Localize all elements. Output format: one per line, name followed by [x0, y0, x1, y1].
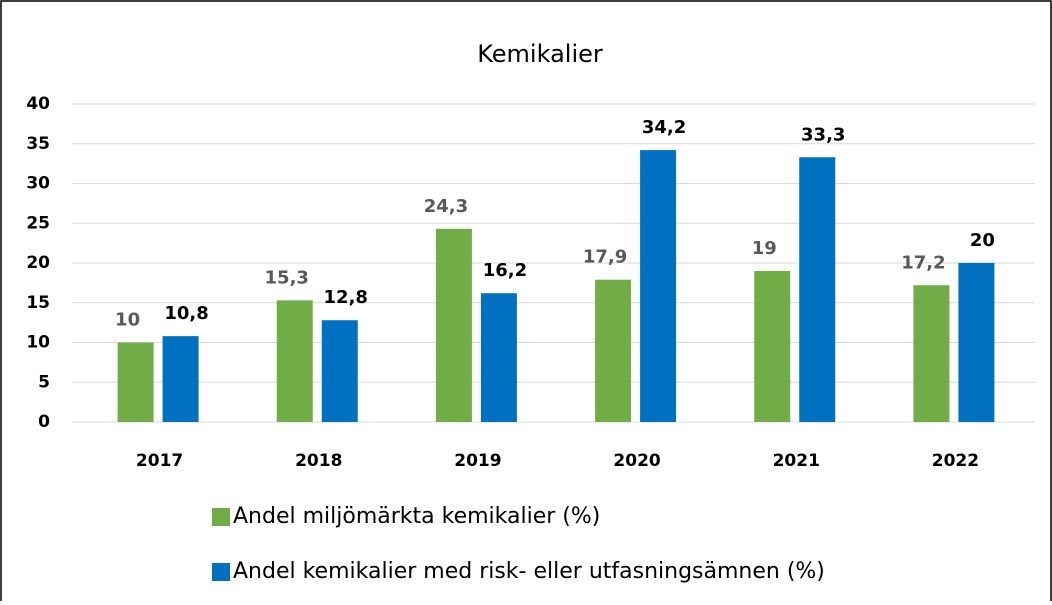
bar: [754, 270, 791, 422]
data-label: 10,8: [164, 303, 208, 324]
y-tick-label: 0: [38, 412, 50, 432]
y-tick-label: 40: [26, 94, 50, 114]
data-label: 12,8: [324, 287, 368, 308]
data-label: 20: [970, 230, 995, 251]
bar: [913, 285, 950, 422]
y-tick-label: 30: [26, 174, 50, 194]
legend-swatch: [212, 508, 230, 526]
y-tick-label: 20: [26, 253, 50, 273]
x-tick-label: 2021: [773, 451, 820, 471]
data-label: 17,2: [901, 252, 945, 273]
data-label: 33,3: [801, 124, 845, 145]
data-label: 16,2: [483, 260, 527, 281]
y-tick-label: 35: [26, 134, 50, 154]
x-tick-label: 2017: [136, 451, 183, 471]
legend-label: Andel miljömärkta kemikalier (%): [233, 504, 600, 529]
y-tick-label: 5: [38, 372, 50, 392]
data-label: 19: [752, 238, 777, 259]
data-label: 15,3: [265, 267, 309, 288]
bar: [276, 300, 313, 422]
data-label: 34,2: [642, 117, 686, 138]
bar: [640, 150, 677, 423]
y-tick-label: 10: [26, 333, 50, 353]
y-tick-label: 15: [26, 293, 50, 313]
x-tick-label: 2019: [454, 451, 501, 471]
bar: [480, 293, 517, 422]
bar: [595, 279, 632, 422]
bar: [321, 320, 358, 422]
x-tick-label: 2022: [932, 451, 979, 471]
bar: [117, 342, 154, 422]
legend-label: Andel kemikalier med risk- eller utfasni…: [233, 559, 825, 584]
data-label: 17,9: [583, 247, 627, 268]
data-label: 10: [115, 310, 140, 331]
legend-swatch: [212, 563, 230, 581]
bar: [799, 157, 836, 422]
y-tick-label: 25: [26, 213, 50, 233]
bar: [435, 228, 472, 422]
chart-title: Kemikalier: [477, 40, 603, 68]
data-label: 24,3: [424, 196, 468, 217]
x-tick-label: 2020: [613, 451, 660, 471]
x-tick-label: 2018: [295, 451, 342, 471]
bar: [162, 336, 199, 422]
bar: [958, 263, 995, 422]
